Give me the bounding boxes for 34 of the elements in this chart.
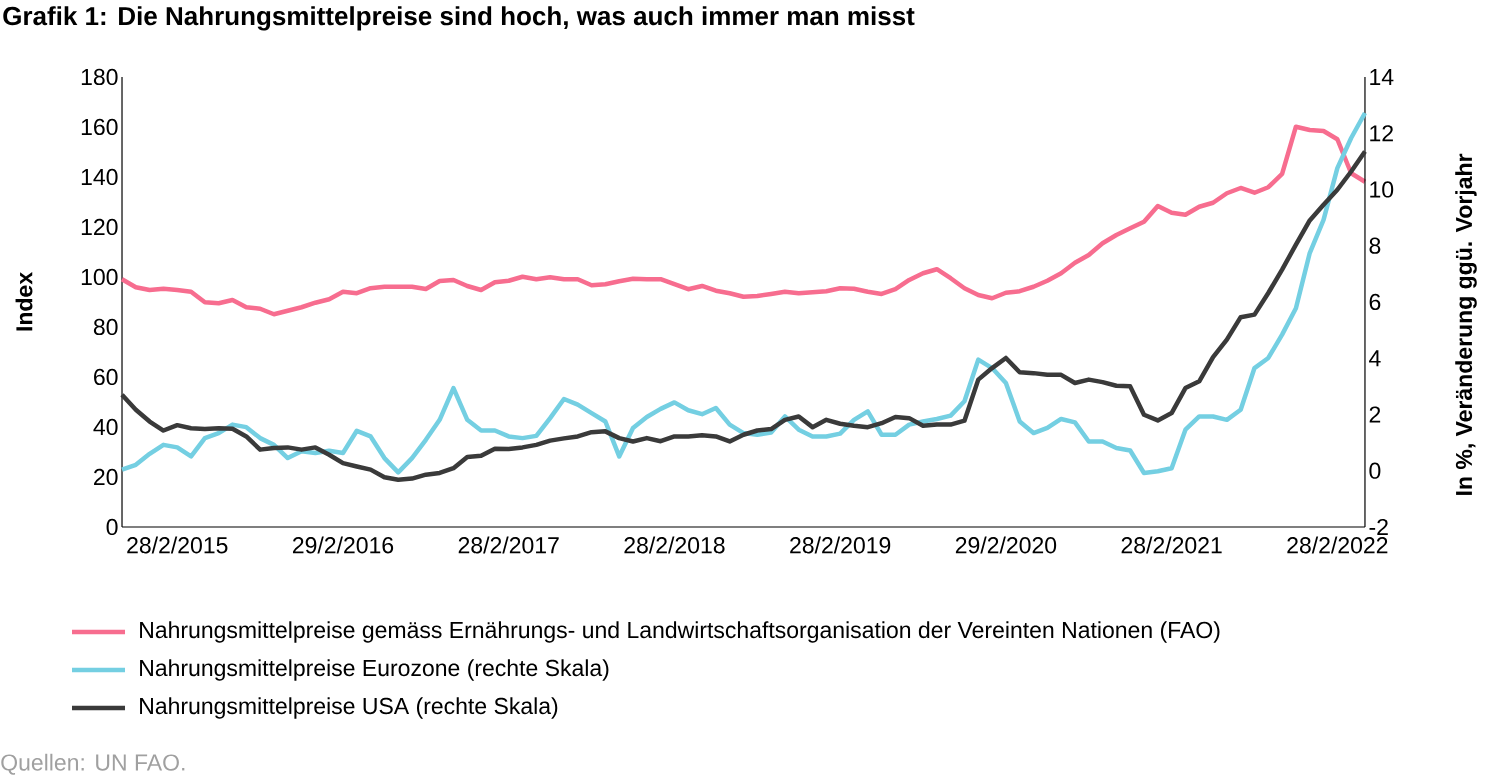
y2-tick-label: 8 xyxy=(1369,237,1381,254)
chart-title: Grafik 1: Die Nahrungsmittelpreise sind hoch, was auch immer man misst xyxy=(3,6,915,31)
y2-tick-label: 4 xyxy=(1369,350,1381,367)
y-tick-label: 20 xyxy=(94,468,118,486)
y2-tick-label: 12 xyxy=(1370,125,1393,142)
x-tick-label: 28/2/2017 xyxy=(458,536,559,554)
x-tick-label: 28/2/2018 xyxy=(624,536,725,554)
legend-label: Nahrungsmittelpreise gemäss Ernährungs- und Landwirtschaftsorganisation der Vereinten Nationen (FAO) xyxy=(140,621,1220,643)
y-tick-label: 160 xyxy=(81,118,118,136)
legend-label: Nahrungsmittelpreise Eurozone (rechte Skala) xyxy=(140,659,609,681)
y-tick-label: 80 xyxy=(93,318,118,336)
x-tick-label: 29/2/2020 xyxy=(955,536,1057,554)
x-tick-label: 28/2/2022 xyxy=(1287,536,1388,554)
y-tick-label: 40 xyxy=(93,418,118,436)
y2-tick-label: 14 xyxy=(1370,69,1394,85)
y2-axis-title: In %, Veränderung ggü. Vorjahr xyxy=(1455,153,1477,495)
source-note: Quellen: UN FAO. xyxy=(1,753,185,775)
x-tick-label: 28/2/2015 xyxy=(127,536,228,554)
legend-label: Nahrungsmittelpreise USA (rechte Skala) xyxy=(140,697,558,719)
x-tick-label: 28/2/2021 xyxy=(1121,536,1222,554)
y2-tick-label: 6 xyxy=(1369,293,1381,311)
y-tick-label: 120 xyxy=(81,218,118,236)
x-tick-label: 29/2/2016 xyxy=(292,536,394,554)
y-tick-label: 100 xyxy=(81,268,118,286)
y-tick-label: 180 xyxy=(81,68,118,86)
y2-tick-label: 0 xyxy=(1369,462,1381,479)
x-tick-label: 28/2/2019 xyxy=(790,536,891,554)
y2-tick-label: 2 xyxy=(1369,406,1381,423)
y-tick-label: 140 xyxy=(81,168,118,186)
y2-tick-label: 10 xyxy=(1370,181,1394,198)
y-axis-title: Index xyxy=(15,272,33,331)
y-tick-label: 0 xyxy=(106,518,118,536)
y2-tick-label: -2 xyxy=(1369,518,1388,536)
y-tick-label: 60 xyxy=(94,368,118,386)
